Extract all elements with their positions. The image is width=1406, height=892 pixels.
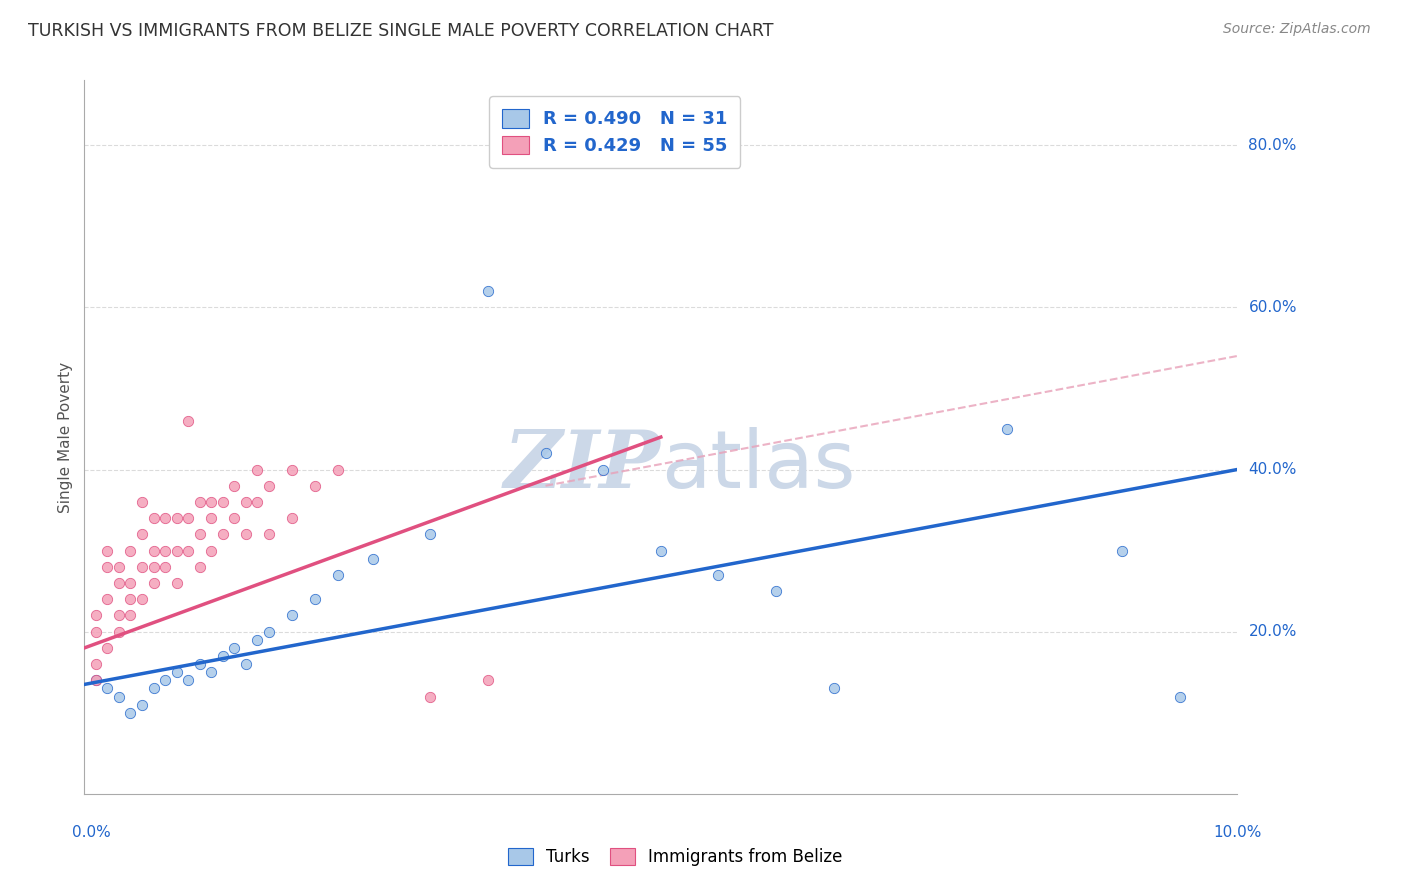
Point bbox=[108, 576, 131, 591]
Point bbox=[142, 576, 165, 591]
Point bbox=[120, 592, 142, 607]
Point bbox=[823, 681, 845, 696]
Point bbox=[304, 592, 326, 607]
Point bbox=[1168, 690, 1191, 704]
Point bbox=[120, 576, 142, 591]
Point bbox=[188, 657, 211, 672]
Point bbox=[96, 543, 118, 558]
Point bbox=[200, 543, 222, 558]
Point bbox=[326, 568, 349, 582]
Legend: R = 0.490   N = 31, R = 0.429   N = 55: R = 0.490 N = 31, R = 0.429 N = 55 bbox=[489, 96, 741, 168]
Point bbox=[142, 681, 165, 696]
Text: TURKISH VS IMMIGRANTS FROM BELIZE SINGLE MALE POVERTY CORRELATION CHART: TURKISH VS IMMIGRANTS FROM BELIZE SINGLE… bbox=[28, 22, 773, 40]
Point bbox=[257, 527, 280, 541]
Point bbox=[224, 479, 246, 493]
Point bbox=[177, 414, 200, 428]
Point bbox=[211, 648, 233, 663]
Point bbox=[108, 690, 131, 704]
Point bbox=[177, 511, 200, 525]
Point bbox=[188, 495, 211, 509]
Point bbox=[96, 640, 118, 655]
Point bbox=[142, 543, 165, 558]
Point bbox=[131, 592, 153, 607]
Point bbox=[361, 551, 384, 566]
Point bbox=[304, 479, 326, 493]
Point bbox=[131, 495, 153, 509]
Point bbox=[281, 462, 304, 476]
Point bbox=[84, 624, 107, 639]
Point bbox=[188, 559, 211, 574]
Point bbox=[108, 624, 131, 639]
Text: ZIP: ZIP bbox=[503, 427, 661, 504]
Point bbox=[419, 690, 441, 704]
Point bbox=[84, 608, 107, 623]
Point bbox=[200, 511, 222, 525]
Point bbox=[96, 559, 118, 574]
Point bbox=[120, 543, 142, 558]
Point bbox=[84, 657, 107, 672]
Point bbox=[153, 511, 176, 525]
Text: 10.0%: 10.0% bbox=[1213, 825, 1261, 840]
Point bbox=[200, 665, 222, 680]
Point bbox=[96, 681, 118, 696]
Point bbox=[257, 479, 280, 493]
Point bbox=[246, 495, 269, 509]
Point bbox=[592, 462, 614, 476]
Point bbox=[142, 559, 165, 574]
Legend: Turks, Immigrants from Belize: Turks, Immigrants from Belize bbox=[499, 840, 851, 875]
Point bbox=[131, 527, 153, 541]
Point bbox=[211, 527, 233, 541]
Point bbox=[224, 640, 246, 655]
Point bbox=[84, 673, 107, 688]
Point bbox=[534, 446, 557, 460]
Point bbox=[224, 511, 246, 525]
Point bbox=[120, 706, 142, 720]
Point bbox=[108, 608, 131, 623]
Point bbox=[707, 568, 730, 582]
Text: Source: ZipAtlas.com: Source: ZipAtlas.com bbox=[1223, 22, 1371, 37]
Point bbox=[153, 673, 176, 688]
Point bbox=[166, 543, 188, 558]
Point bbox=[142, 511, 165, 525]
Point bbox=[235, 527, 257, 541]
Text: 60.0%: 60.0% bbox=[1249, 300, 1296, 315]
Point bbox=[281, 608, 304, 623]
Point bbox=[765, 584, 787, 599]
Point bbox=[281, 511, 304, 525]
Point bbox=[200, 495, 222, 509]
Point bbox=[235, 657, 257, 672]
Point bbox=[108, 559, 131, 574]
Y-axis label: Single Male Poverty: Single Male Poverty bbox=[58, 361, 73, 513]
Point bbox=[995, 422, 1018, 436]
Point bbox=[96, 592, 118, 607]
Point bbox=[419, 527, 441, 541]
Point bbox=[166, 511, 188, 525]
Point bbox=[153, 559, 176, 574]
Point bbox=[188, 527, 211, 541]
Point bbox=[177, 673, 200, 688]
Point bbox=[153, 543, 176, 558]
Point bbox=[235, 495, 257, 509]
Point bbox=[246, 462, 269, 476]
Point bbox=[166, 665, 188, 680]
Text: atlas: atlas bbox=[661, 426, 855, 505]
Point bbox=[246, 632, 269, 647]
Text: 40.0%: 40.0% bbox=[1249, 462, 1296, 477]
Point bbox=[650, 543, 672, 558]
Point bbox=[477, 673, 499, 688]
Text: 0.0%: 0.0% bbox=[72, 825, 111, 840]
Point bbox=[1111, 543, 1133, 558]
Point bbox=[257, 624, 280, 639]
Point bbox=[120, 608, 142, 623]
Point bbox=[177, 543, 200, 558]
Point bbox=[477, 284, 499, 298]
Point bbox=[131, 698, 153, 712]
Point bbox=[166, 576, 188, 591]
Text: 20.0%: 20.0% bbox=[1249, 624, 1296, 640]
Point bbox=[84, 673, 107, 688]
Point bbox=[211, 495, 233, 509]
Point bbox=[326, 462, 349, 476]
Text: 80.0%: 80.0% bbox=[1249, 137, 1296, 153]
Point bbox=[131, 559, 153, 574]
